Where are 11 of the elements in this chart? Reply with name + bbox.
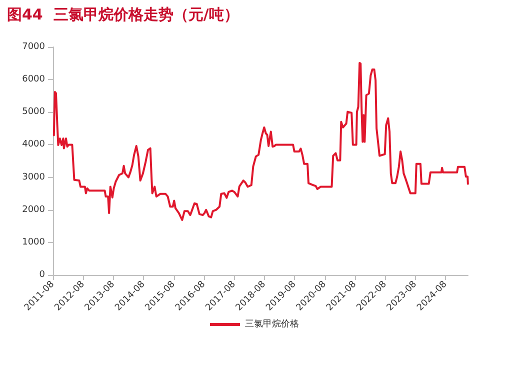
y-tick-label: 3000 xyxy=(22,172,46,182)
chart-title: 图44 三氯甲烷价格走势（元/吨） xyxy=(7,6,239,24)
legend-label: 三氯甲烷价格 xyxy=(245,318,299,330)
y-tick-label: 5000 xyxy=(22,107,46,118)
y-tick-label: 7000 xyxy=(22,42,46,52)
y-tick-label: 2000 xyxy=(22,204,46,215)
y-tick-label: 0 xyxy=(39,270,46,280)
y-tick-label: 6000 xyxy=(22,74,46,85)
y-tick-label: 4000 xyxy=(22,140,46,150)
line-series xyxy=(52,62,469,221)
y-tick-label: 1000 xyxy=(22,237,46,248)
